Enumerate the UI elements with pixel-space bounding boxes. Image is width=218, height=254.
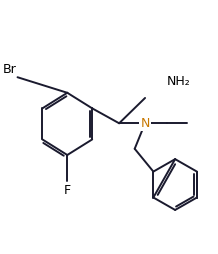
Text: Br: Br <box>3 63 17 76</box>
Text: N: N <box>140 117 150 130</box>
Text: F: F <box>64 184 71 197</box>
Text: NH₂: NH₂ <box>167 75 191 88</box>
